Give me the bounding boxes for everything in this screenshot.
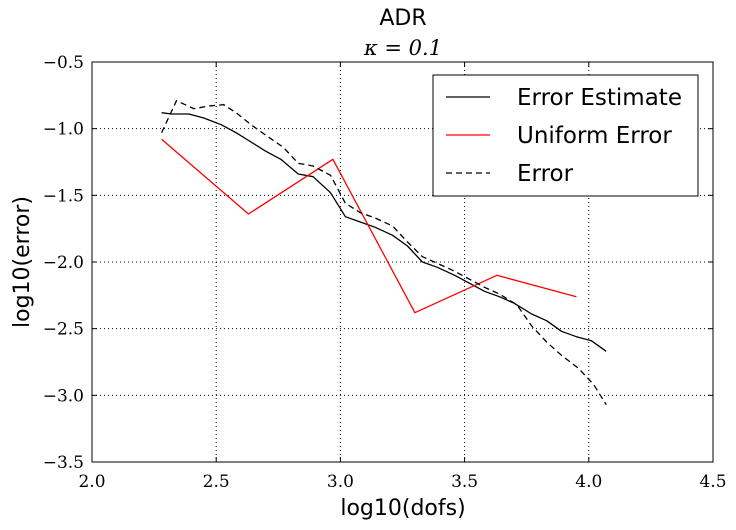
series-line-error-estimate: [161, 112, 607, 352]
x-tick-label: 4.5: [699, 472, 726, 492]
legend-label-error-estimate: Error Estimate: [517, 85, 682, 111]
legend-entries: Error Estimate Uniform Error Error: [446, 85, 682, 187]
y-tick-label: −3.0: [43, 386, 84, 406]
y-tick-label: −2.0: [43, 253, 84, 273]
legend-label-error: Error: [517, 161, 574, 187]
y-tick-label: −3.5: [43, 453, 84, 473]
y-axis-label: log10(error): [10, 196, 35, 328]
y-tick-label: −0.5: [43, 53, 84, 73]
ticks: 2.0 2.5 3.0 3.5 4.0 4.5 −3.5 −3.0 −2.5 −2.0 −1.5 −1…: [43, 53, 727, 492]
x-tick-label: 2.0: [78, 472, 105, 492]
x-tick-label: 4.0: [575, 472, 602, 492]
grid: [92, 62, 713, 462]
y-tick-label: −1.5: [43, 186, 84, 206]
legend: Error Estimate Uniform Error Error: [432, 74, 699, 197]
y-tick-label: −1.0: [43, 120, 84, 140]
x-tick-label: 3.5: [451, 472, 478, 492]
y-tick-label: −2.5: [43, 320, 84, 340]
legend-label-uniform-error: Uniform Error: [517, 123, 672, 149]
x-tick-label: 3.0: [327, 472, 354, 492]
x-tick-label: 2.5: [203, 472, 230, 492]
x-axis-label: log10(dofs): [340, 496, 465, 521]
series-line-uniform-error: [161, 138, 577, 314]
chart-subtitle: κ = 0.1: [363, 36, 442, 60]
chart-title: ADR: [379, 6, 426, 31]
series-layer: [161, 100, 607, 406]
